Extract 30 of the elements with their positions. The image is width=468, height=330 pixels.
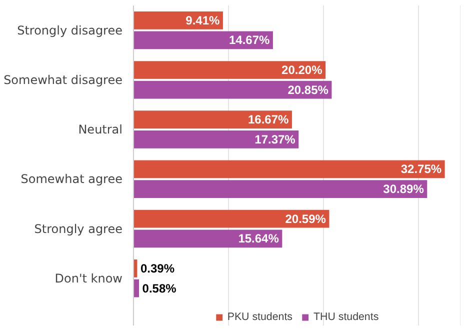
data-label: 30.89% [383, 182, 424, 196]
legend-label: PKU students [227, 311, 292, 323]
bar [134, 230, 282, 248]
bar [134, 80, 332, 99]
data-label: 0.39% [140, 261, 175, 276]
data-label: 32.75% [400, 162, 442, 176]
bar [134, 11, 223, 30]
bar [134, 61, 326, 79]
y-tick-label: Don't know [54, 271, 123, 286]
data-label: 17.37% [254, 132, 296, 146]
bar [134, 130, 299, 148]
data-label: 15.64% [238, 232, 280, 246]
y-tick-label: Strongly disagree [17, 23, 123, 38]
y-tick-label: Neutral [78, 122, 123, 137]
data-label: 16.67% [248, 112, 290, 127]
bar [134, 31, 273, 50]
data-label: 20.20% [282, 62, 323, 77]
y-tick-label: Strongly agree [34, 222, 123, 236]
data-label: 14.67% [228, 33, 270, 48]
legend-label: THU students [314, 311, 379, 323]
bar [134, 180, 428, 198]
y-tick-label: Somewhat agree [20, 172, 123, 186]
y-tick-label: Somewhat disagree [4, 72, 123, 87]
bar [134, 210, 330, 228]
data-label: 20.85% [288, 82, 329, 97]
bar [134, 160, 445, 178]
data-label: 9.41% [186, 13, 220, 28]
bar [134, 110, 292, 129]
data-label: 20.59% [285, 212, 326, 226]
data-label: 0.58% [142, 281, 177, 296]
